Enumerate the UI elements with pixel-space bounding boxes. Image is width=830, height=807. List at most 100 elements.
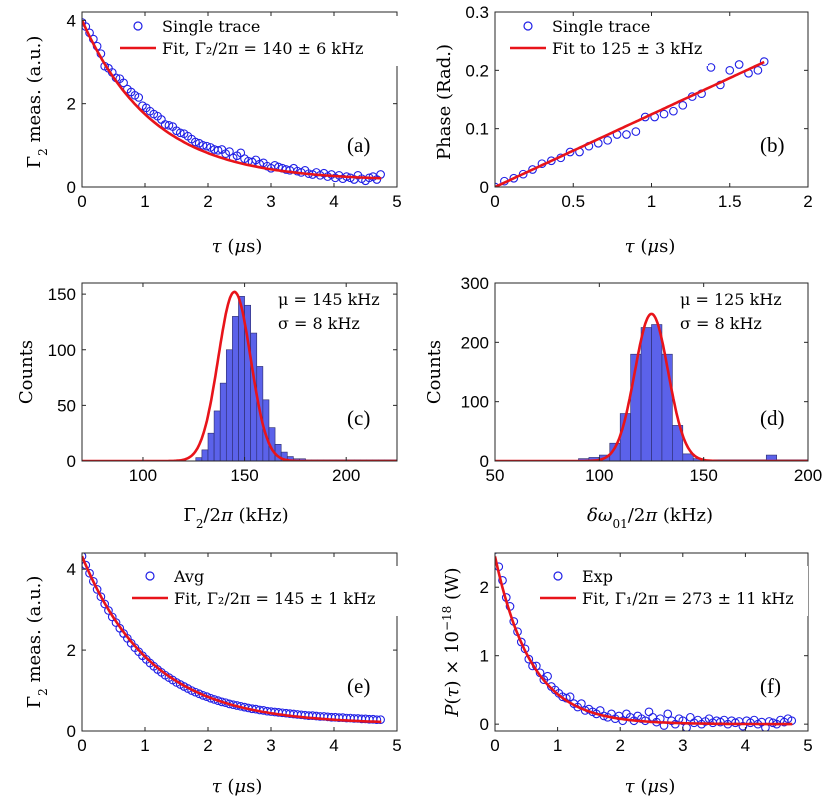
histogram-bar <box>682 453 694 461</box>
ylabel-d: Counts <box>424 340 445 404</box>
x-tick-label: 1 <box>553 736 562 755</box>
histogram-bar <box>219 382 227 461</box>
axes-frame-c <box>81 282 398 462</box>
histogram-bar <box>207 432 215 461</box>
histogram-bar <box>213 410 221 461</box>
panel-e: 0 1 2 3 4 5 0 2 4 Avg Fit, Γ₂/2π = 145 ± 1 kHz (e) <box>67 552 402 755</box>
y-tick-label: 200 <box>461 333 489 352</box>
ylabel-b: Phase (Rad.) <box>434 44 455 160</box>
x-tick-label: 3 <box>678 736 687 755</box>
data-point <box>175 128 185 138</box>
fit-line <box>82 290 397 461</box>
data-point <box>100 599 110 609</box>
panel-label: (d) <box>760 406 785 430</box>
stat-annotation: μ = 125 kHz <box>680 290 782 309</box>
y-tick-label: 150 <box>48 285 76 304</box>
fit-line <box>495 60 765 187</box>
y-tick-label: 0.1 <box>465 120 489 139</box>
histogram-bar <box>640 327 652 461</box>
stat-annotation: μ = 145 kHz <box>278 290 380 309</box>
y-tick-label: 1 <box>480 647 489 666</box>
x-tick-label: 0 <box>490 192 499 211</box>
data-point <box>134 93 144 102</box>
xlabel-e: τ (μs) <box>212 776 263 797</box>
data-layer-c <box>82 290 397 461</box>
data-point <box>565 692 575 702</box>
histogram-bar <box>232 316 239 461</box>
x-tick-label: 5 <box>803 736 812 755</box>
data-point <box>659 109 669 119</box>
y-tick-label: 0 <box>67 452 76 471</box>
x-tick-label: 150 <box>689 466 717 485</box>
x-tick-label: 1 <box>647 192 656 211</box>
x-tick-label: 3 <box>266 192 275 211</box>
data-layer-b <box>495 57 769 187</box>
y-tick-label: 2 <box>67 641 76 660</box>
x-tick-label: 2 <box>203 736 212 755</box>
y-tick-label: 4 <box>67 11 76 30</box>
legend-entry: Avg <box>173 567 204 586</box>
legend-entry: Single trace <box>552 17 650 36</box>
axes-frame-a <box>81 11 398 188</box>
x-tick-label: 5 <box>392 192 401 211</box>
ylabel-c: Counts <box>16 340 37 404</box>
panel-b: 0 0.5 1 1.5 2 0 0.1 0.2 0.3 Single trace Fit to 12… <box>465 3 812 211</box>
data-point <box>631 127 641 136</box>
legend-box <box>508 16 708 66</box>
data-point <box>706 63 716 72</box>
data-point <box>640 112 650 122</box>
y-tick-label: 100 <box>461 393 489 412</box>
x-tick-label: 100 <box>585 466 613 485</box>
panel-label: (b) <box>760 133 785 157</box>
ylabel-a: Γ2 meas. (a.u.) <box>24 36 50 169</box>
panel-d: 50 100 150 200 0 100 200 300 μ = 125 kHz σ = 8 kH… <box>461 274 823 485</box>
x-tick-label: 4 <box>329 736 338 755</box>
data-point <box>96 592 106 602</box>
data-point <box>202 141 212 151</box>
x-tick-label: 2 <box>615 736 624 755</box>
panel-f: 0 1 2 3 4 5 0 1 2 Exp Fit, Γ₁/2π = 273 ± 11 kHz (f) <box>480 552 813 755</box>
x-tick-label: 100 <box>129 466 157 485</box>
x-tick-label: 0 <box>490 736 499 755</box>
y-tick-label: 50 <box>57 396 76 415</box>
x-tick-label: 1.5 <box>718 192 742 211</box>
y-tick-label: 0 <box>480 715 489 734</box>
data-point <box>164 120 174 130</box>
data-layer-f <box>495 553 797 731</box>
legend-entry: Fit, Γ₂/2π = 140 ± 6 kHz <box>162 39 363 58</box>
x-tick-label: 150 <box>230 466 258 485</box>
data-layer-e <box>82 553 385 725</box>
x-tick-label: 0.5 <box>561 192 585 211</box>
panel-a: 0 1 2 3 4 5 0 2 4 Single trace Fit, Γ₂/2π = 140 ± … <box>67 11 410 211</box>
data-point <box>734 60 744 69</box>
fit-line <box>495 312 808 461</box>
y-tick-label: 300 <box>461 274 489 293</box>
histogram-bar <box>661 353 673 461</box>
axes-frame-d <box>494 282 809 462</box>
data-point <box>622 130 631 139</box>
fit-line <box>82 19 382 180</box>
data-point <box>372 715 382 725</box>
xlabel-d: δω01/2π (kHz) <box>587 505 713 531</box>
legend-marker <box>553 571 563 581</box>
data-point <box>603 135 613 145</box>
data-point <box>516 637 526 647</box>
histogram-bar <box>396 459 397 461</box>
data-point <box>82 553 87 561</box>
stat-annotation: σ = 8 kHz <box>680 314 762 333</box>
ylabel-f: P(τ) × 10−18 (W) <box>440 567 463 717</box>
legend-marker <box>133 21 143 31</box>
xlabel-a: τ (μs) <box>212 236 263 257</box>
panel-label: (f) <box>760 674 781 698</box>
data-point <box>191 137 200 147</box>
data-point <box>495 553 498 554</box>
y-tick-label: 0.3 <box>465 3 489 22</box>
legend-entry: Single trace <box>162 17 260 36</box>
xlabel-f: τ (μs) <box>625 776 676 797</box>
data-point <box>565 147 575 157</box>
histogram-bar <box>201 449 209 461</box>
panel-label: (a) <box>347 133 370 157</box>
fit-line <box>495 556 793 726</box>
data-point <box>518 169 528 179</box>
